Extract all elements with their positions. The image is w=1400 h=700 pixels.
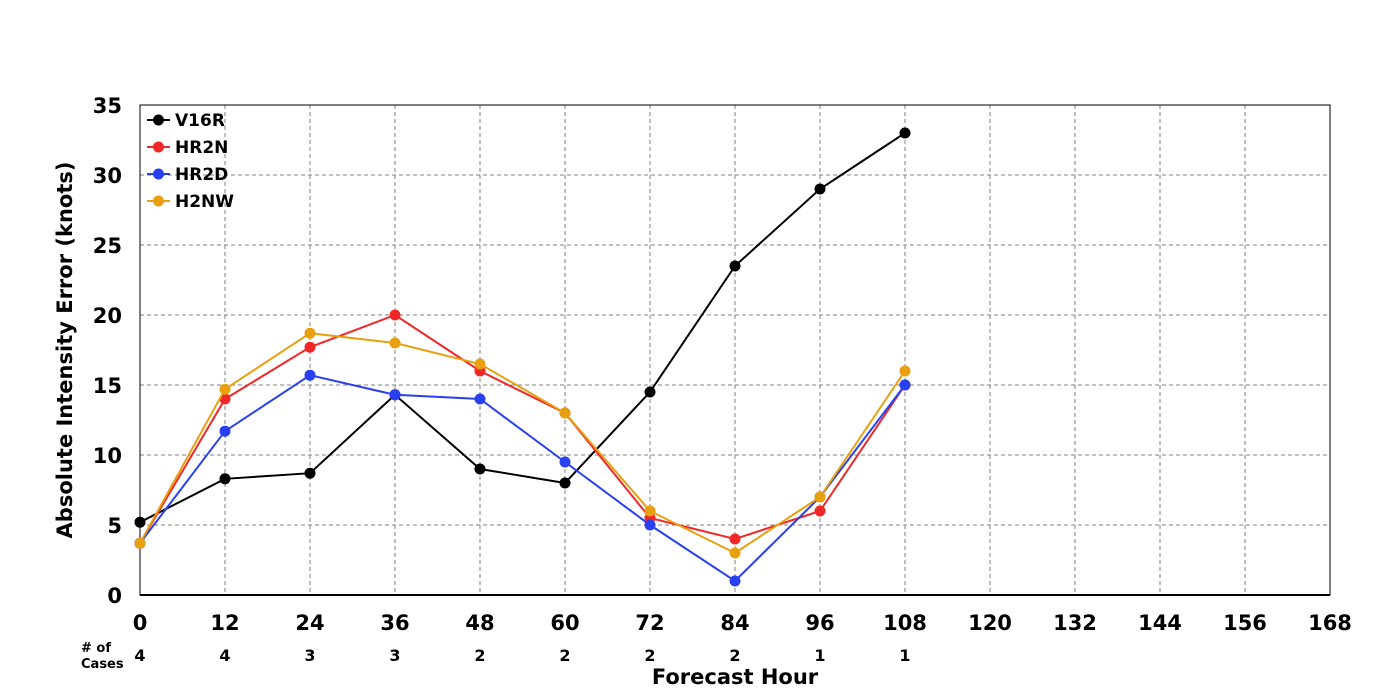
data-point-h2nw (474, 358, 486, 370)
x-tick-label: 24 (295, 611, 324, 635)
data-point-h2nw (899, 365, 911, 377)
data-point-h2nw (729, 547, 741, 559)
y-tick-label: 30 (93, 164, 122, 188)
series-lines (134, 127, 911, 587)
y-tick-label: 20 (93, 304, 122, 328)
data-point-h2nw (814, 491, 826, 503)
cases-label-line1: # of (81, 641, 111, 656)
data-point-hr2d (559, 456, 571, 468)
case-count: 3 (389, 646, 400, 665)
x-tick-label: 48 (465, 611, 494, 635)
case-count: 4 (134, 646, 145, 665)
x-axis: 0 12 24 36 48 60 72 84 96 108 120 132 144 156 168 (133, 594, 1352, 635)
data-point-v16r (474, 463, 486, 475)
x-tick-label: 156 (1223, 611, 1267, 635)
data-point-v16r (644, 386, 656, 398)
x-tick-label: 120 (968, 611, 1012, 635)
data-point-hr2n (729, 533, 741, 545)
data-point-hr2n (814, 505, 826, 517)
x-axis-title: Forecast Hour (652, 665, 819, 689)
data-point-hr2d (389, 389, 401, 401)
data-point-hr2d (644, 519, 656, 531)
case-count: 2 (559, 646, 570, 665)
legend-marker-h2nw (153, 195, 164, 207)
x-tick-label: 144 (1138, 611, 1182, 635)
legend-marker-v16r (153, 114, 164, 126)
case-count: 2 (644, 646, 655, 665)
data-point-v16r (219, 473, 231, 485)
x-tick-label: 132 (1053, 611, 1097, 635)
x-tick-label: 12 (210, 611, 239, 635)
case-count: 1 (899, 646, 910, 665)
cases-row: # of Cases 4 4 3 3 2 2 2 2 1 1 (81, 641, 911, 672)
legend-label: V16R (175, 111, 225, 131)
y-axis: 0 5 10 15 20 25 30 35 (93, 94, 122, 608)
case-count: 2 (474, 646, 485, 665)
data-point-h2nw (304, 327, 316, 339)
case-count: 2 (729, 646, 740, 665)
y-tick-label: 5 (107, 514, 122, 538)
data-point-h2nw (219, 383, 231, 395)
case-count: 1 (814, 646, 825, 665)
x-tick-label: 108 (883, 611, 927, 635)
data-point-hr2d (219, 425, 231, 437)
y-axis-title: Absolute Intensity Error (knots) (53, 162, 77, 539)
data-point-hr2d (899, 379, 911, 391)
legend-label: HR2N (175, 138, 228, 158)
y-tick-label: 25 (93, 234, 122, 258)
series-line-hr2d (139, 374, 906, 583)
series-line-h2nw (139, 332, 906, 555)
series-line-hr2n (139, 313, 906, 544)
data-point-h2nw (559, 407, 571, 419)
data-point-v16r (304, 467, 316, 479)
legend-label: H2NW (175, 192, 234, 212)
legend-marker-hr2d (153, 168, 164, 180)
x-tick-label: 168 (1308, 611, 1352, 635)
x-tick-label: 60 (550, 611, 579, 635)
data-point-hr2n (304, 341, 316, 353)
grid-lines (140, 105, 1330, 595)
x-tick-label: 84 (720, 611, 749, 635)
legend-label: HR2D (175, 165, 228, 185)
series-line-v16r (139, 132, 906, 524)
data-point-v16r (559, 477, 571, 489)
x-tick-label: 96 (805, 611, 834, 635)
data-point-h2nw (134, 537, 146, 549)
data-point-v16r (814, 183, 826, 195)
y-tick-label: 10 (93, 444, 122, 468)
legend: V16R HR2N HR2D H2NW (147, 111, 234, 212)
data-point-h2nw (389, 337, 401, 349)
data-point-v16r (134, 516, 146, 528)
data-point-v16r (899, 127, 911, 139)
y-tick-label: 0 (107, 584, 122, 608)
y-tick-label: 35 (93, 94, 122, 118)
y-tick-label: 15 (93, 374, 122, 398)
cases-label-line2: Cases (81, 657, 124, 672)
data-point-hr2d (729, 575, 741, 587)
data-point-hr2d (304, 369, 316, 381)
data-point-h2nw (644, 505, 656, 517)
data-point-hr2n (389, 309, 401, 321)
x-tick-label: 0 (133, 611, 148, 635)
case-count: 3 (304, 646, 315, 665)
data-point-v16r (729, 260, 741, 272)
x-tick-label: 72 (635, 611, 664, 635)
data-point-hr2d (474, 393, 486, 405)
x-tick-label: 36 (380, 611, 409, 635)
legend-marker-hr2n (153, 141, 164, 153)
case-count: 4 (219, 646, 230, 665)
